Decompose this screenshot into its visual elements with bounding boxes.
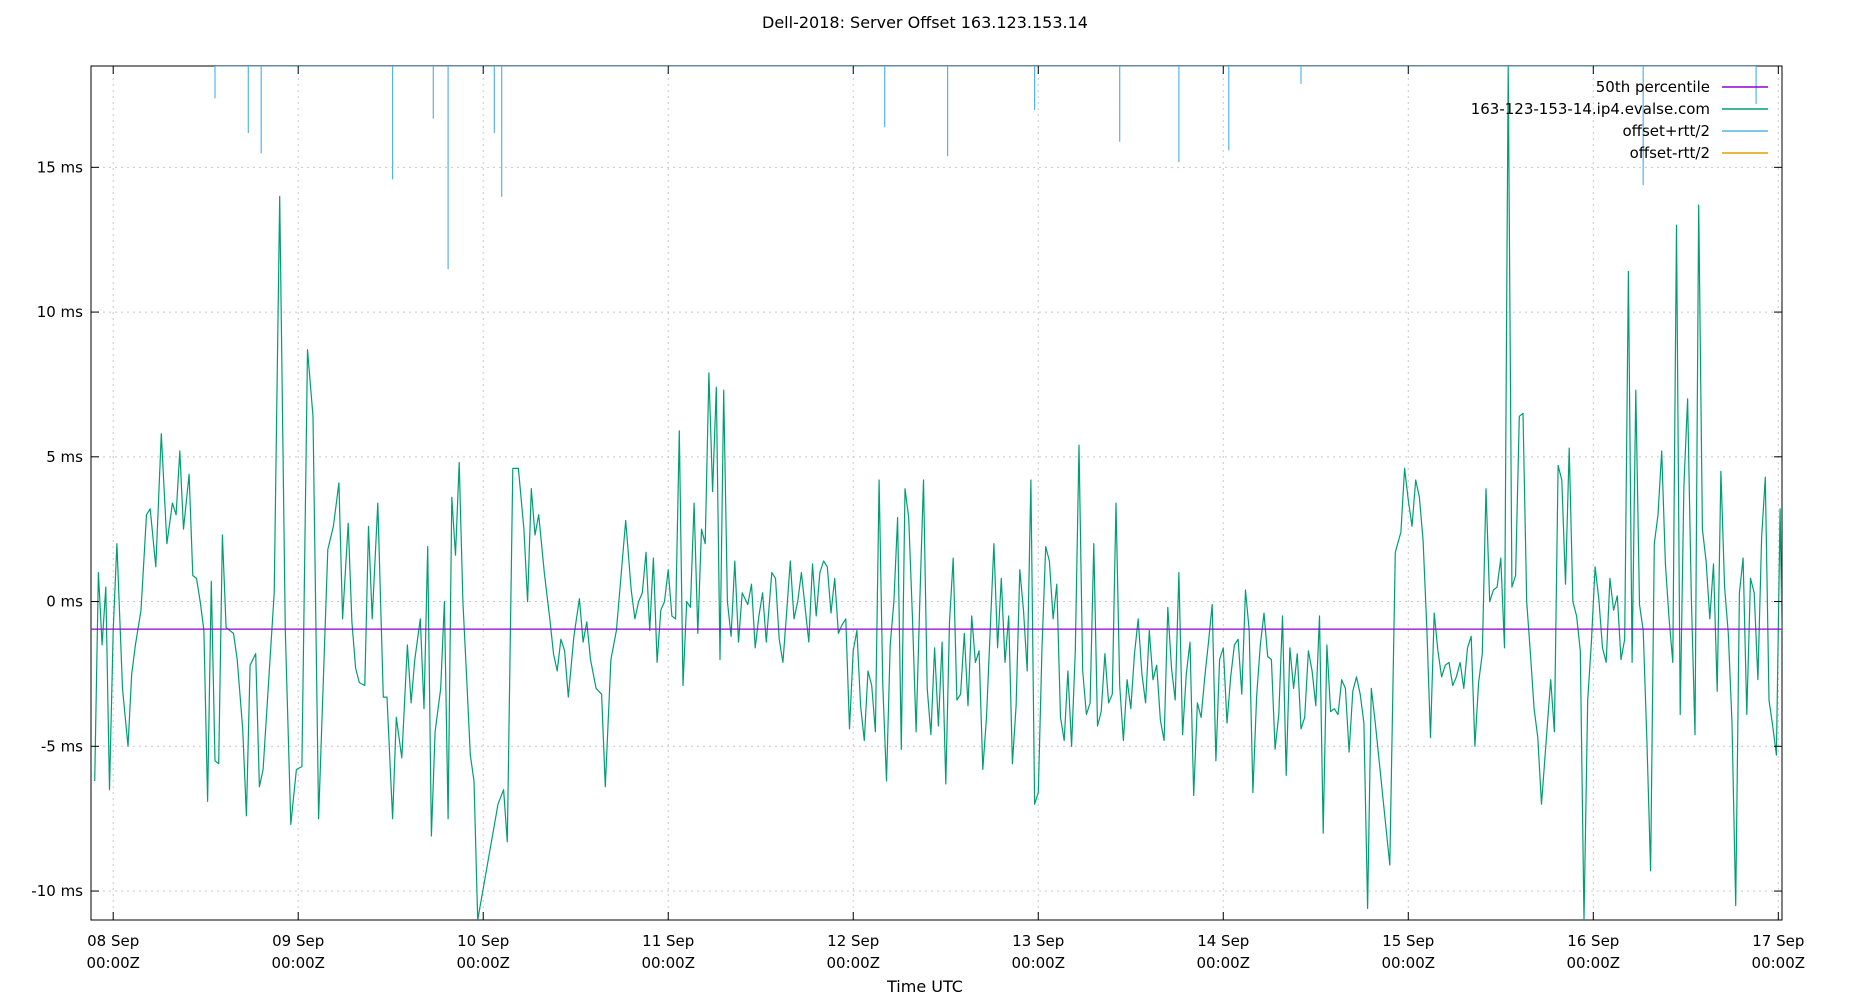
x-tick-label-date: 12 Sep — [827, 932, 879, 950]
y-axis: -10 ms -5 ms 0 ms 5 ms 10 ms 15 ms — [31, 158, 1782, 900]
x-tick-label-time: 00:00Z — [456, 954, 510, 972]
plot-area-border — [90, 65, 1783, 921]
x-tick-label-date: 08 Sep — [87, 932, 139, 950]
y-tick-label: 0 ms — [46, 593, 83, 611]
chart-title: Dell-2018: Server Offset 163.123.153.14 — [762, 13, 1088, 32]
grid-lines — [91, 66, 1782, 920]
x-tick-label-time: 00:00Z — [826, 954, 880, 972]
y-tick-label: -5 ms — [41, 737, 83, 755]
x-tick-label-time: 00:00Z — [1197, 954, 1251, 972]
x-tick-label-date: 09 Sep — [272, 932, 324, 950]
y-tick-label: 5 ms — [46, 448, 83, 466]
legend-label-50th-percentile: 50th percentile — [1596, 78, 1710, 96]
x-tick-label-time: 00:00Z — [641, 954, 695, 972]
series-layer — [91, 66, 1782, 920]
legend: 50th percentile 163-123-153-14.ip4.evalse… — [1471, 78, 1768, 162]
y-tick-label: 15 ms — [37, 158, 83, 176]
x-tick-label-time: 00:00Z — [271, 954, 325, 972]
series-line-163-123-153-14-ip4-evalse-com — [94, 66, 1782, 920]
x-tick-label-time: 00:00Z — [1567, 954, 1621, 972]
legend-label-offset-rtt-2: offset-rtt/2 — [1630, 144, 1710, 162]
y-tick-label: -10 ms — [31, 882, 83, 900]
x-tick-label-time: 00:00Z — [86, 954, 140, 972]
legend-label-offset-rtt-2: offset+rtt/2 — [1622, 122, 1710, 140]
x-tick-label-time: 00:00Z — [1011, 954, 1065, 972]
x-tick-label-date: 17 Sep — [1752, 932, 1804, 950]
legend-label-163-123-153-14-ip4-evalse-com: 163-123-153-14.ip4.evalse.com — [1471, 100, 1710, 118]
x-axis: 08 Sep 00:00Z 09 Sep 00:00Z 10 Sep 00:00Z 11 S… — [86, 66, 1805, 972]
x-axis-label: Time UTC — [886, 977, 963, 996]
x-tick-label-time: 00:00Z — [1752, 954, 1806, 972]
x-tick-label-date: 15 Sep — [1382, 932, 1434, 950]
x-tick-label-date: 16 Sep — [1567, 932, 1619, 950]
x-tick-label-date: 10 Sep — [457, 932, 509, 950]
y-tick-label: 10 ms — [37, 303, 83, 321]
series-line-offset-rtt-2 — [214, 66, 1757, 270]
x-tick-label-time: 00:00Z — [1382, 954, 1436, 972]
x-tick-label-date: 14 Sep — [1197, 932, 1249, 950]
x-tick-label-date: 13 Sep — [1012, 932, 1064, 950]
x-tick-label-date: 11 Sep — [642, 932, 694, 950]
